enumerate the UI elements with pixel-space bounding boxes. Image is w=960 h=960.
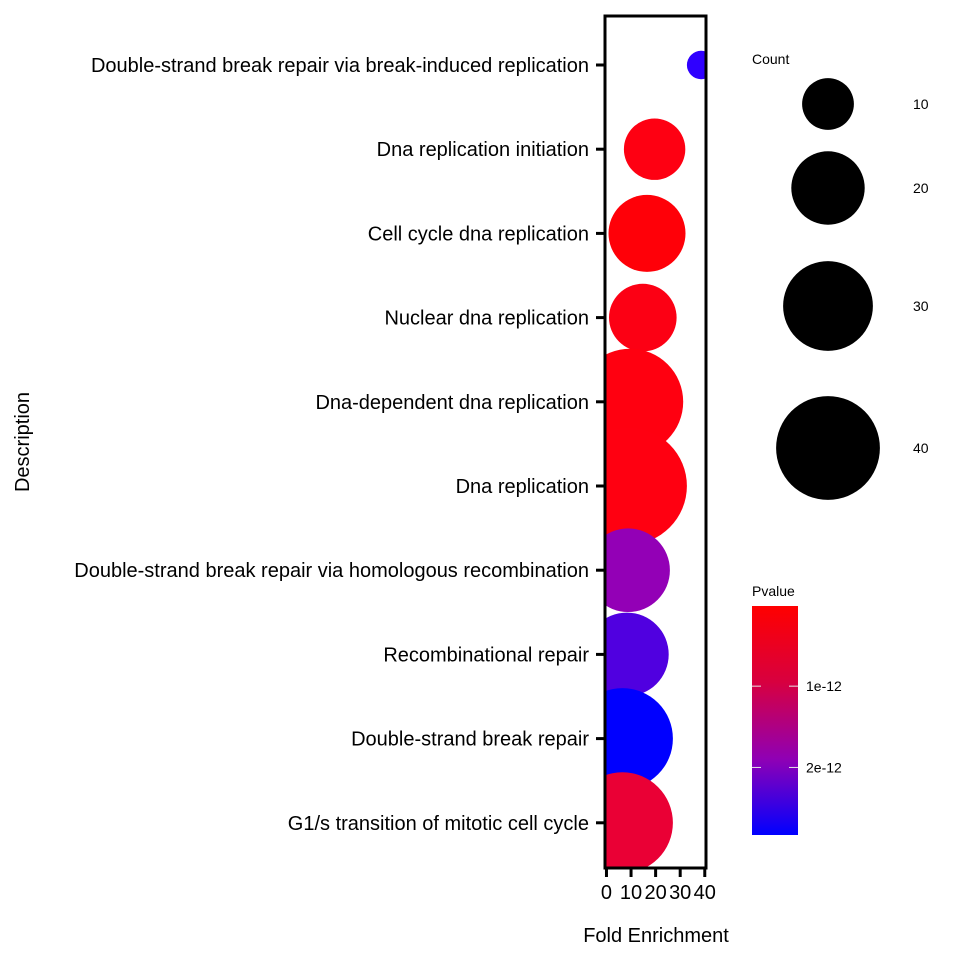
- data-points: [605, 50, 706, 868]
- y-tick-label: Double-strand break repair via break-ind…: [91, 55, 589, 77]
- count-legend-label: 10: [913, 96, 929, 112]
- data-point: [608, 194, 686, 272]
- count-legend-label: 20: [913, 180, 929, 196]
- count-legend-label: 40: [913, 440, 929, 456]
- x-tick-label: 0: [601, 882, 612, 904]
- y-tick-label: Dna-dependent dna replication: [315, 392, 589, 414]
- y-tick-label: Nuclear dna replication: [384, 308, 589, 330]
- y-tick-label: Recombinational repair: [383, 644, 589, 666]
- count-legend-label: 30: [913, 298, 929, 314]
- pvalue-colorbar: [752, 606, 798, 835]
- count-legend-key: [802, 78, 854, 130]
- y-tick-label: G1/s transition of mitotic cell cycle: [288, 813, 589, 835]
- pvalue-legend-label: 2e-12: [806, 759, 842, 775]
- y-tick-label: Double-strand break repair: [351, 729, 589, 751]
- pvalue-legend: 1e-12 2e-12: [752, 678, 842, 775]
- y-axis-terms: Double-strand break repair via break-ind…: [74, 55, 604, 835]
- x-tick-label: 40: [694, 882, 716, 904]
- data-point: [609, 283, 677, 352]
- y-tick-label: Dna replication initiation: [377, 139, 589, 161]
- data-point: [623, 118, 686, 180]
- x-tick-label: 20: [644, 882, 666, 904]
- data-point: [605, 688, 673, 790]
- x-tick-label: 10: [620, 882, 642, 904]
- y-tick-label: Double-strand break repair via homologou…: [74, 560, 589, 582]
- data-point: [605, 528, 670, 612]
- x-axis-title: Fold Enrichment: [583, 925, 729, 947]
- count-legend-title: Count: [752, 51, 789, 67]
- count-legend-key: [783, 261, 873, 351]
- data-point: [605, 612, 669, 697]
- y-axis-title: Description: [12, 392, 34, 492]
- y-tick-label: Cell cycle dna replication: [368, 223, 589, 245]
- pvalue-legend-label: 1e-12: [806, 678, 842, 694]
- count-legend-key: [791, 151, 865, 225]
- x-tick-label: 30: [669, 882, 691, 904]
- count-legend-key: [776, 396, 880, 500]
- data-point: [686, 50, 706, 80]
- y-tick-label: Dna replication: [456, 476, 589, 498]
- data-point: [605, 427, 687, 545]
- data-point: [605, 772, 673, 868]
- pvalue-legend-title: Pvalue: [752, 583, 795, 599]
- x-axis-ticks: 0 10 20 30 40: [601, 869, 716, 904]
- count-legend: 10 20 30 40: [776, 78, 929, 500]
